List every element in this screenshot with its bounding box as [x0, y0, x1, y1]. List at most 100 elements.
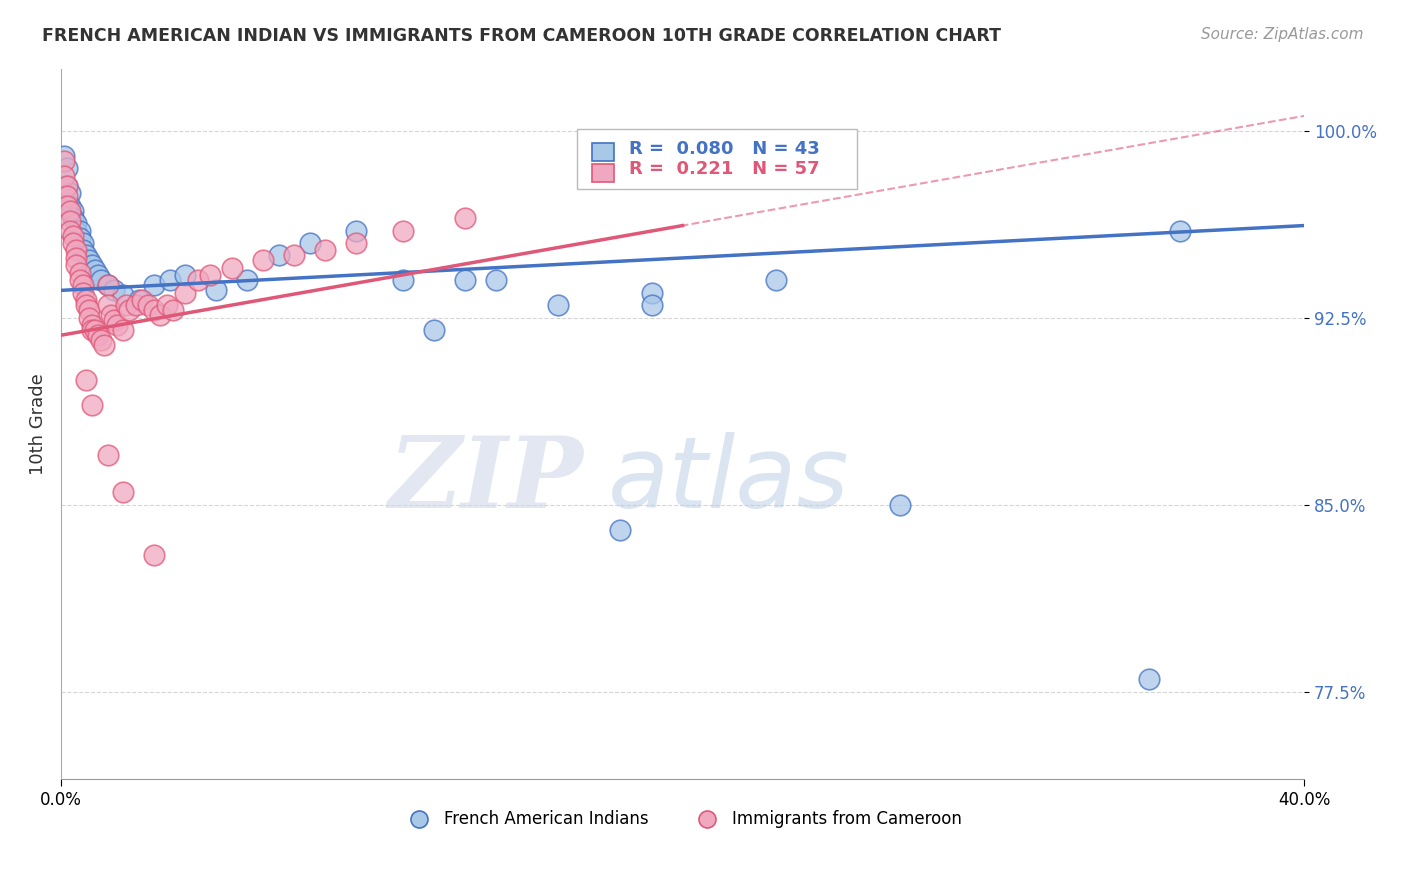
Point	[62, 203, 84, 218]
Point	[75, 373, 97, 387]
Point	[423, 323, 446, 337]
Point	[56, 161, 79, 176]
Point	[124, 298, 146, 312]
Point	[59, 213, 82, 227]
Text: atlas: atlas	[607, 432, 849, 529]
Point	[174, 285, 197, 300]
Point	[485, 273, 508, 287]
Point	[69, 266, 91, 280]
Point	[75, 293, 97, 308]
Point	[65, 244, 87, 258]
Point	[267, 248, 290, 262]
Point	[159, 273, 181, 287]
Point	[1137, 672, 1160, 686]
Point	[236, 273, 259, 287]
Point	[62, 235, 84, 250]
Text: R =  0.080   N = 43: R = 0.080 N = 43	[628, 140, 820, 158]
Point	[162, 303, 184, 318]
Point	[454, 273, 477, 287]
Point	[112, 323, 135, 337]
Point	[72, 285, 94, 300]
Point	[62, 228, 84, 243]
Point	[640, 285, 662, 300]
Point	[283, 248, 305, 262]
Point	[454, 211, 477, 225]
Text: FRENCH AMERICAN INDIAN VS IMMIGRANTS FROM CAMEROON 10TH GRADE CORRELATION CHART: FRENCH AMERICAN INDIAN VS IMMIGRANTS FRO…	[42, 27, 1001, 45]
Point	[187, 273, 209, 287]
Point	[252, 253, 274, 268]
Point	[97, 278, 120, 293]
Point	[97, 278, 120, 293]
Point	[143, 548, 166, 562]
Point	[103, 284, 125, 298]
Point	[72, 244, 94, 258]
Point	[69, 223, 91, 237]
Point	[72, 235, 94, 250]
Point	[298, 235, 321, 250]
Point	[103, 313, 125, 327]
Point	[53, 153, 76, 168]
Text: R =  0.221   N = 57: R = 0.221 N = 57	[628, 161, 820, 178]
Point	[87, 268, 110, 283]
Point	[105, 318, 128, 333]
FancyBboxPatch shape	[576, 129, 856, 189]
Point	[112, 288, 135, 302]
Point	[392, 273, 415, 287]
Point	[112, 485, 135, 500]
Point	[115, 298, 138, 312]
Legend: French American Indians, Immigrants from Cameroon: French American Indians, Immigrants from…	[396, 803, 969, 835]
Point	[56, 188, 79, 202]
Point	[344, 223, 367, 237]
Point	[72, 278, 94, 293]
FancyBboxPatch shape	[592, 144, 614, 161]
Point	[143, 278, 166, 293]
Point	[156, 298, 179, 312]
Point	[59, 199, 82, 213]
Point	[80, 323, 103, 337]
Point	[90, 273, 112, 287]
Point	[65, 259, 87, 273]
Point	[87, 328, 110, 343]
Point	[56, 199, 79, 213]
Point	[97, 298, 120, 312]
Point	[128, 293, 150, 308]
Point	[77, 253, 100, 268]
Point	[131, 293, 153, 308]
Point	[53, 169, 76, 183]
Point	[314, 244, 336, 258]
Point	[59, 203, 82, 218]
FancyBboxPatch shape	[592, 164, 614, 182]
Point	[65, 216, 87, 230]
Point	[118, 303, 141, 318]
Point	[198, 268, 221, 283]
Point	[344, 235, 367, 250]
Point	[97, 448, 120, 462]
Point	[69, 273, 91, 287]
Point	[609, 523, 631, 537]
Point	[205, 284, 228, 298]
Point	[174, 268, 197, 283]
Point	[56, 178, 79, 193]
Point	[547, 298, 569, 312]
Text: ZIP: ZIP	[388, 433, 583, 529]
Point	[392, 223, 415, 237]
Point	[765, 273, 787, 287]
Point	[59, 223, 82, 237]
Point	[80, 318, 103, 333]
Text: Source: ZipAtlas.com: Source: ZipAtlas.com	[1201, 27, 1364, 42]
Point	[65, 223, 87, 237]
Point	[65, 251, 87, 265]
Point	[75, 298, 97, 312]
Point	[80, 398, 103, 412]
Point	[77, 303, 100, 318]
Point	[221, 260, 243, 275]
Point	[90, 333, 112, 347]
Point	[889, 498, 911, 512]
Point	[1168, 223, 1191, 237]
Point	[84, 263, 107, 277]
Point	[77, 310, 100, 325]
Point	[69, 231, 91, 245]
Point	[53, 149, 76, 163]
Point	[143, 303, 166, 318]
Point	[56, 178, 79, 193]
